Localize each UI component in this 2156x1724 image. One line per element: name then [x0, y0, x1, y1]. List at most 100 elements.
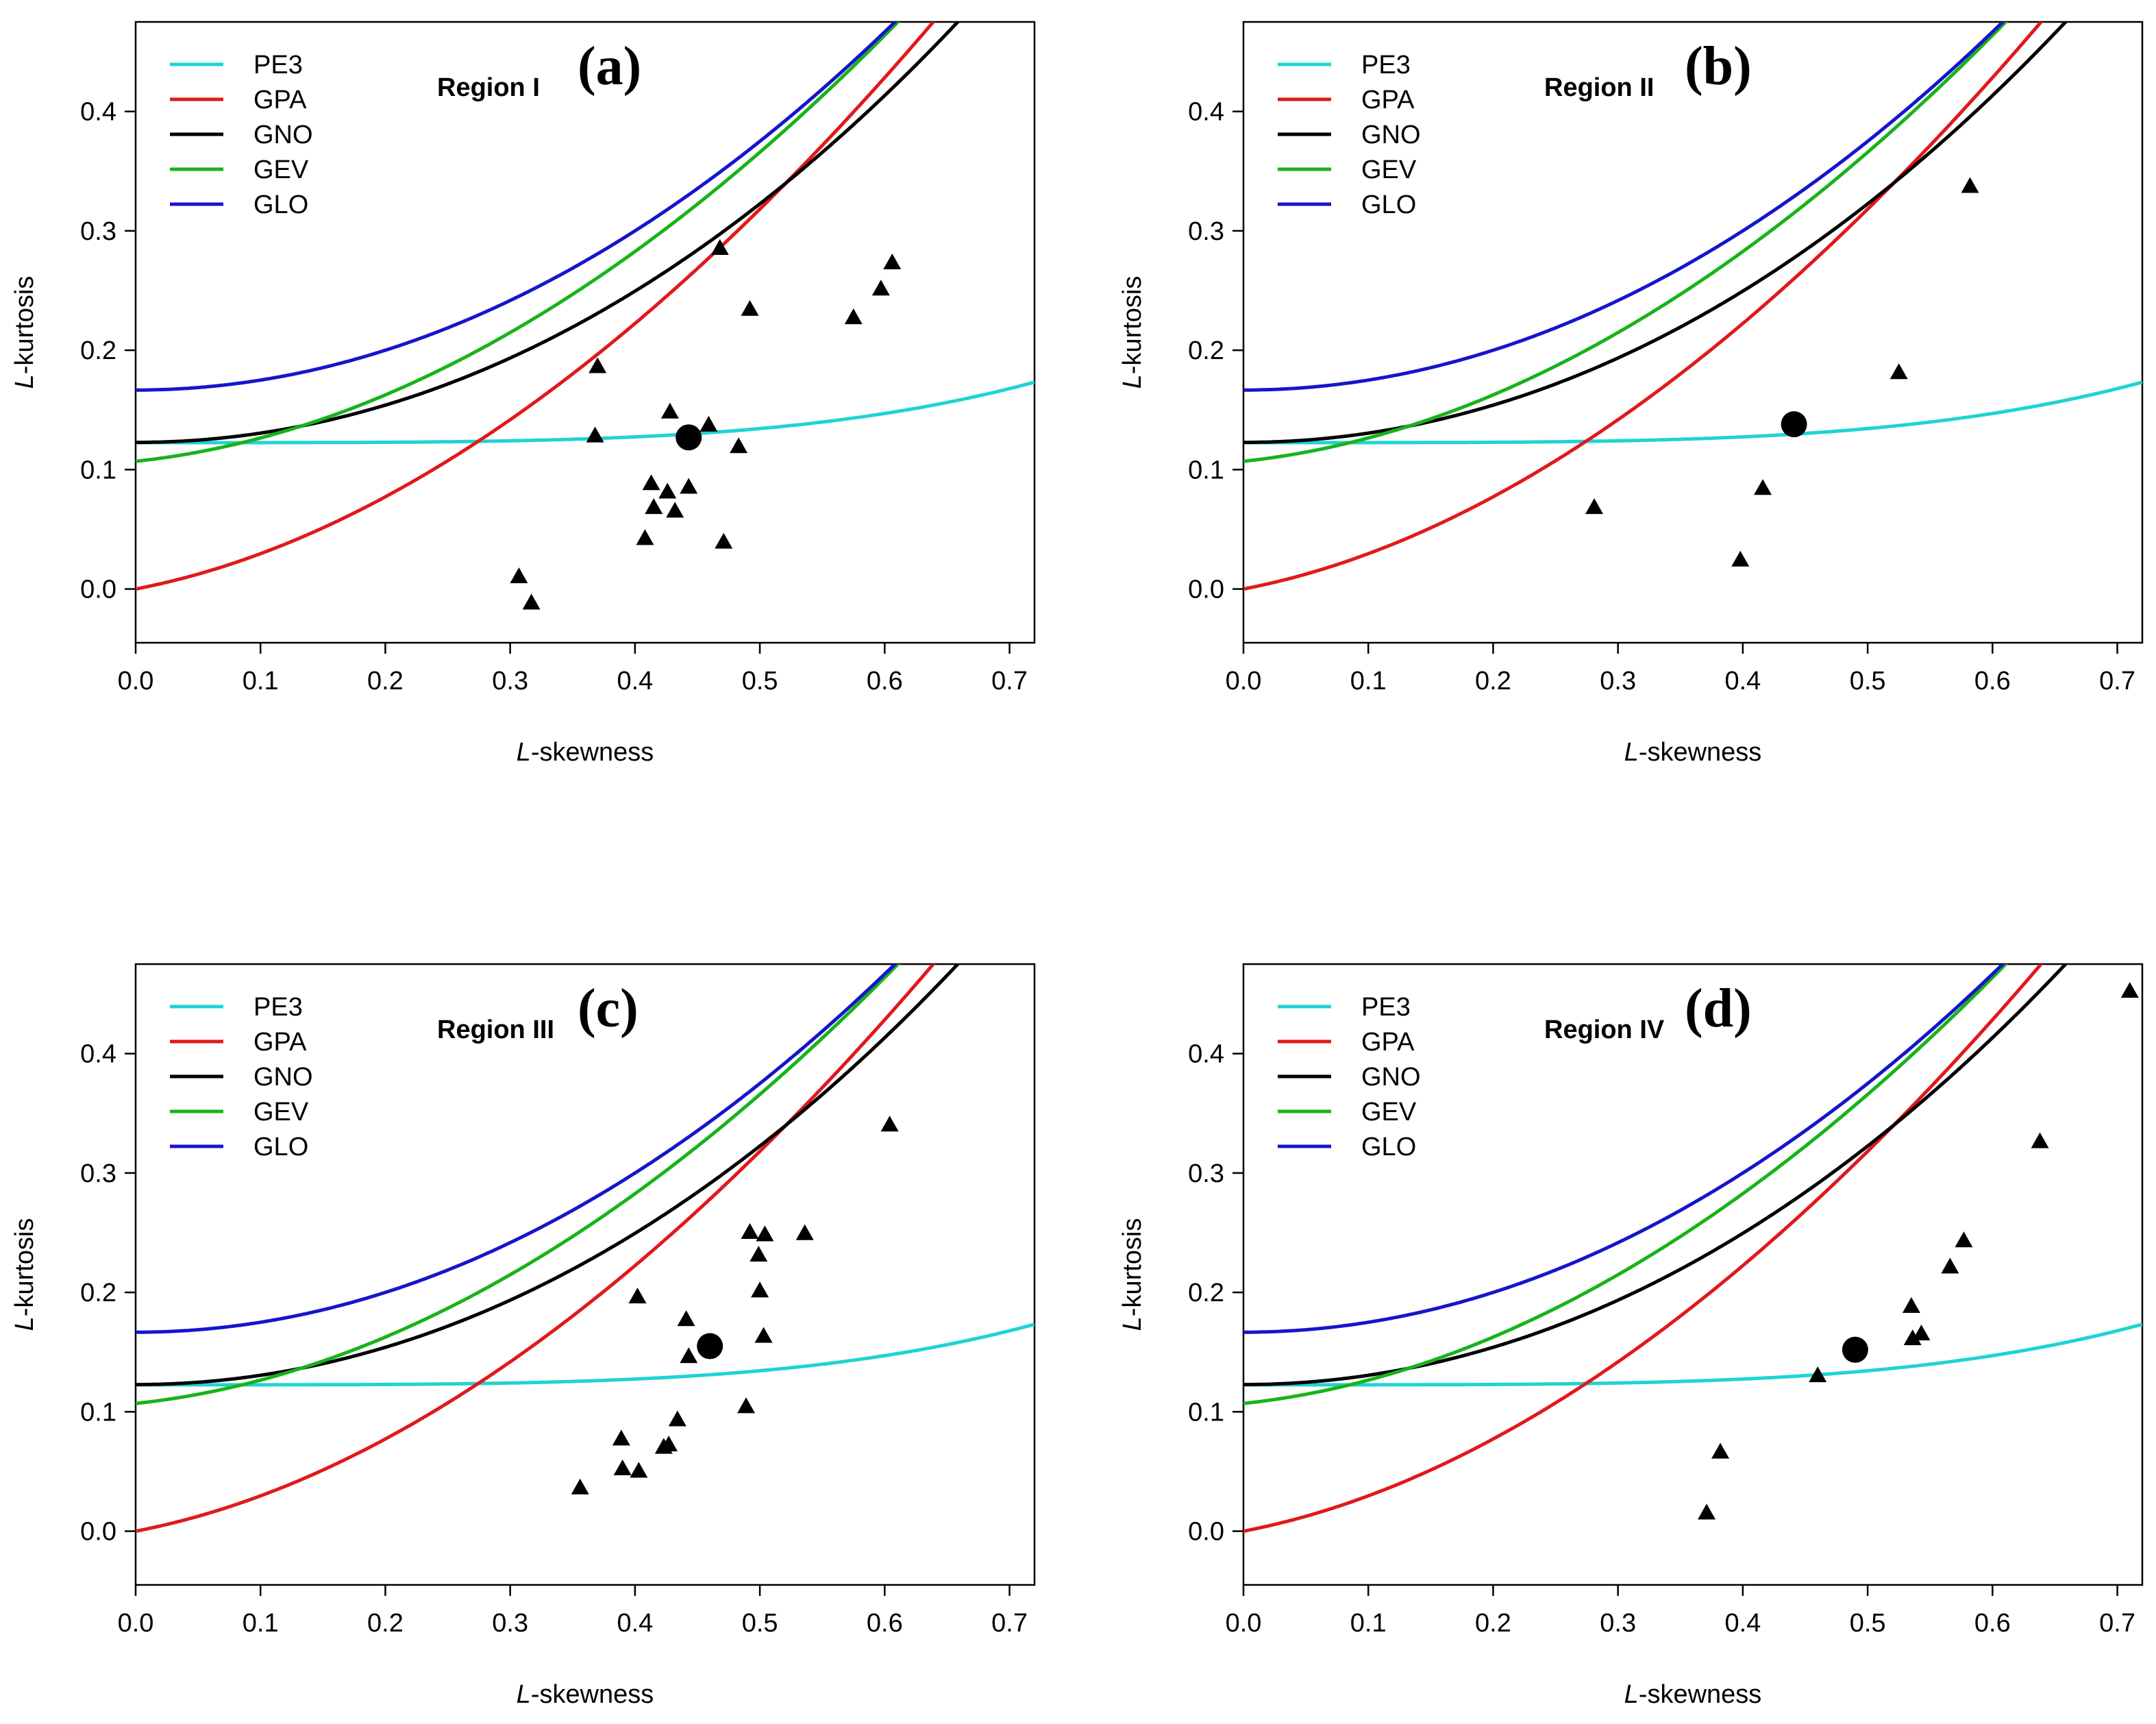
- site-point: [730, 437, 748, 454]
- curve-glo: [136, 964, 898, 1334]
- legend: PE3 GPA GNO GEV GLO: [170, 51, 313, 219]
- x-tick-label: 0.2: [367, 667, 404, 695]
- curve-gpa: [136, 964, 936, 1534]
- site-point: [1941, 1257, 1959, 1274]
- y-tick-label: 0.0: [1188, 576, 1224, 604]
- legend-label-glo: GLO: [1361, 190, 1416, 219]
- x-tick-label: 0.2: [1475, 667, 1511, 695]
- y-tick-label: 0.4: [1188, 98, 1224, 127]
- site-point: [749, 1246, 768, 1262]
- x-tick-label: 0.4: [1724, 667, 1761, 695]
- x-tick-label: 0.7: [2099, 667, 2135, 695]
- y-tick-label: 0.4: [80, 1040, 116, 1069]
- site-point: [1698, 1503, 1716, 1520]
- legend-label-pe3: PE3: [253, 51, 303, 79]
- x-axis-title: L-skewness: [517, 738, 654, 767]
- curve-pe3: [1243, 1322, 2142, 1387]
- x-tick-label: 0.3: [1600, 667, 1636, 695]
- legend-label-gno: GNO: [253, 1063, 313, 1092]
- site-point: [628, 1288, 647, 1304]
- site-markers: [1698, 982, 2139, 1520]
- region-label: Region III: [437, 1015, 554, 1044]
- y-tick-label: 0.2: [1188, 336, 1224, 365]
- curve-pe3: [1243, 380, 2142, 445]
- x-tick-label: 0.5: [1850, 667, 1886, 695]
- site-point: [1809, 1366, 1827, 1383]
- legend-label-gpa: GPA: [1361, 1028, 1415, 1057]
- y-tick-label: 0.4: [1188, 1040, 1224, 1069]
- site-point: [660, 402, 679, 419]
- y-tick-label: 0.3: [80, 217, 116, 246]
- curve-pe3: [136, 1322, 1034, 1387]
- x-tick-label: 0.5: [1850, 1609, 1886, 1638]
- x-tick-label: 0.1: [1350, 1609, 1387, 1638]
- y-tick-label: 0.1: [80, 456, 116, 484]
- x-tick-label: 0.2: [1475, 1609, 1511, 1638]
- x-tick-label: 0.0: [118, 1609, 154, 1638]
- site-point: [756, 1225, 774, 1242]
- legend-label-gev: GEV: [1361, 156, 1417, 184]
- x-tick-label: 0.6: [867, 667, 903, 695]
- site-point: [666, 502, 684, 518]
- curve-gno: [1243, 964, 2068, 1387]
- site-markers: [510, 239, 902, 610]
- x-tick-label: 0.5: [742, 1609, 778, 1638]
- chart-panel-2: 0.0 0.1 0.2 0.3 0.4 0.5 0.6 0.7 0.0 0.1 0.2 0.3 0.4 L…: [1118, 21, 2144, 767]
- site-point: [2120, 982, 2139, 998]
- y-tick-label: 0.2: [80, 1279, 116, 1307]
- legend: PE3 GPA GNO GEV GLO: [170, 993, 313, 1161]
- site-point: [612, 1429, 630, 1446]
- legend-label-gno: GNO: [1361, 121, 1421, 149]
- site-point: [677, 1310, 695, 1327]
- site-point: [1731, 550, 1750, 567]
- legend-label-gev: GEV: [253, 156, 309, 184]
- site-point: [571, 1478, 589, 1494]
- curve-gpa: [1243, 22, 2044, 591]
- panel-label: (c): [578, 978, 639, 1039]
- region-label: Region II: [1544, 73, 1654, 102]
- plot-frame: [134, 21, 1036, 644]
- curve-glo: [1243, 964, 2006, 1334]
- y-tick-label: 0.0: [1188, 1518, 1224, 1547]
- x-tick-label: 0.0: [118, 667, 154, 695]
- x-axis-title: L-skewness: [1624, 738, 1762, 767]
- x-tick-label: 0.3: [492, 1609, 528, 1638]
- site-point: [613, 1459, 632, 1475]
- panel-label: (d): [1685, 978, 1752, 1039]
- site-point: [844, 308, 863, 325]
- y-tick-label: 0.3: [1188, 217, 1224, 246]
- site-point: [1902, 1297, 1920, 1314]
- y-tick-label: 0.1: [1188, 1398, 1224, 1427]
- y-axis-title: L-kurtosis: [10, 276, 39, 389]
- x-tick-label: 0.2: [367, 1609, 404, 1638]
- legend-label-gno: GNO: [1361, 1063, 1421, 1092]
- legend-label-gpa: GPA: [253, 1028, 307, 1057]
- x-tick-label: 0.4: [1724, 1609, 1761, 1638]
- y-tick-label: 0.2: [80, 336, 116, 365]
- x-tick-label: 0.6: [1974, 667, 2011, 695]
- regional-average-point: [697, 1333, 723, 1359]
- site-point: [880, 1116, 899, 1132]
- x-tick-label: 0.3: [492, 667, 528, 695]
- x-tick-label: 0.1: [243, 1609, 279, 1638]
- site-point: [1889, 363, 1908, 380]
- theoretical-curves: [1243, 22, 2142, 591]
- site-point: [680, 478, 698, 494]
- regional-average-point: [1842, 1336, 1868, 1363]
- chart-panel-1: 0.0 0.1 0.2 0.3 0.4 0.5 0.6 0.7 0.0 0.1 0.2 0.3 0.4 L…: [10, 21, 1036, 767]
- curve-pe3: [136, 380, 1034, 445]
- curve-gev: [1243, 964, 2009, 1405]
- plot-frame: [1242, 21, 2144, 644]
- site-point: [1912, 1325, 1931, 1341]
- x-tick-label: 0.4: [617, 1609, 653, 1638]
- site-point: [668, 1410, 686, 1427]
- x-tick-label: 0.3: [1600, 1609, 1636, 1638]
- plot-frame: [134, 963, 1036, 1586]
- x-tick-label: 0.5: [742, 667, 778, 695]
- curve-glo: [136, 22, 898, 392]
- site-point: [699, 415, 718, 432]
- site-markers: [571, 1116, 899, 1494]
- legend: PE3 GPA GNO GEV GLO: [1278, 993, 1421, 1161]
- chart-panel-3: 0.0 0.1 0.2 0.3 0.4 0.5 0.6 0.7 0.0 0.1 0.2 0.3 0.4 L…: [10, 963, 1036, 1709]
